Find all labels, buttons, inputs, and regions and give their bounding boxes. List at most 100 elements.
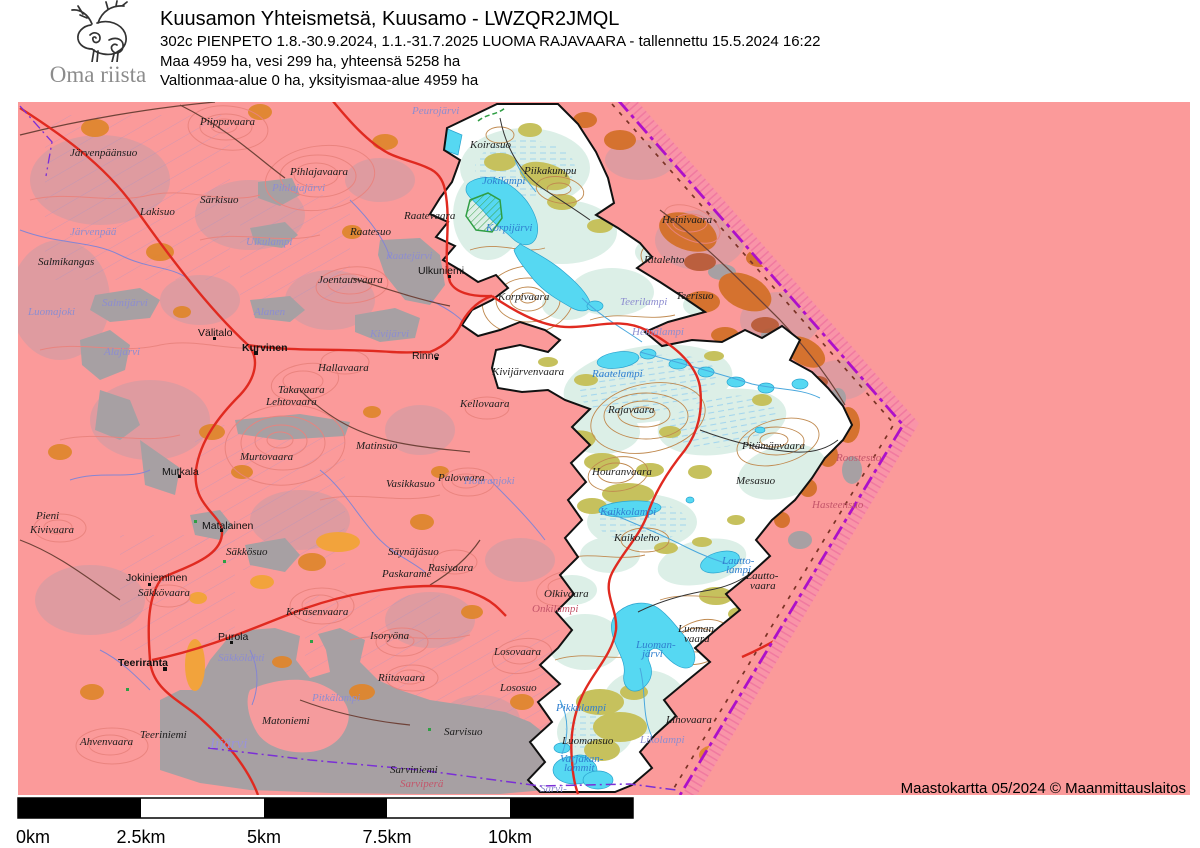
map-label: Olkivaara [544, 588, 589, 600]
map-label: Lehtovaara [265, 396, 317, 408]
map-label: Jokilampi [482, 175, 525, 187]
map-label: Houranvaara [591, 466, 652, 478]
map-attribution: Maastokartta 05/2024 © Maanmittauslaitos [901, 780, 1186, 797]
map-label: Rinne [412, 350, 440, 362]
map-label: Mutkala [162, 466, 199, 478]
map-label: Roostesuo [835, 452, 882, 464]
map-label: Luoman- [635, 639, 676, 651]
map-label: lampi [726, 564, 751, 576]
map-label: Salmijärvi [102, 297, 148, 309]
permit-subtitle: 302c PIENPETO 1.8.-30.9.2024, 1.1.-31.7.… [160, 33, 821, 50]
scale-bar: 0km 2.5km 5km 7.5km 10km [16, 797, 634, 847]
map-label: Likolampi [639, 734, 685, 746]
scale-tick-0: 0km [16, 827, 50, 847]
elk-logo-icon [71, 0, 128, 63]
map-label: Sarvi- [540, 783, 567, 795]
map-label: Jokinieminen [126, 572, 187, 584]
map-label: Pikkulampi [555, 702, 606, 714]
map-label: Koirasuo [469, 139, 511, 151]
map-label: Sarviniemi [390, 764, 438, 776]
map-label: Pieni [35, 510, 59, 522]
map-label: lammit [564, 762, 596, 774]
lake-iijarvi [160, 628, 560, 794]
nature-reserve-hatch [465, 192, 503, 233]
map-label: Kivijärvi [369, 328, 409, 340]
map-label: Joentausvaara [318, 274, 383, 286]
map-label: Houranjoki [463, 475, 515, 487]
map-label: Ritalehto [643, 254, 685, 266]
map-label: Rajavaara [607, 404, 655, 416]
map-label: Kurvinen [242, 342, 288, 354]
map-label: Piikakumpu [523, 165, 577, 177]
map-label: vaara [684, 633, 710, 645]
map-label: Lihovaara [665, 714, 712, 726]
map-labels: Piippuvaara Järvenpäänsuo Pihlajavaara Särk… [27, 105, 882, 795]
map-label: Alanen [253, 306, 286, 318]
map-label: Teeriranta [118, 657, 168, 669]
building-dots [148, 275, 451, 671]
map-label: Ulkulampi [246, 236, 292, 248]
map-body: Piippuvaara Järvenpäänsuo Pihlajavaara Särk… [18, 102, 1190, 795]
report-header: Oma riista Kuusamon Yhteismetsä, Kuusamo… [0, 0, 1200, 100]
matoniemi-peninsula [247, 679, 349, 753]
map-label: Pitämänvaara [741, 440, 805, 452]
map-label: Rasivaara [427, 562, 474, 574]
map-label: Losovaara [493, 646, 542, 658]
map-label: Salmikangas [38, 256, 94, 268]
oma-riista-logo: Oma riista [28, 0, 168, 96]
map-label: Säkkösuo [226, 546, 268, 558]
area-summary: Maa 4959 ha, vesi 299 ha, yhteensä 5258 … [160, 53, 461, 70]
map-label: Takavaara [278, 384, 325, 396]
map-label: Sarviperä [400, 778, 444, 790]
map-label: Kivivaara [29, 524, 74, 536]
logo-wordmark: Oma riista [49, 62, 147, 87]
map-label: Pihlajajärvi [271, 182, 325, 194]
main-roads [19, 102, 802, 795]
map-label: Luomansuo [561, 735, 614, 747]
map-label: Raatelampi [591, 368, 643, 380]
map-label: Palovaara [437, 472, 485, 484]
map-label: Kaikoleho [613, 532, 660, 544]
map-label: Korpivaara [497, 291, 550, 303]
map-label: Raatejärvi [385, 250, 432, 262]
map-label: Luoman- [677, 623, 718, 635]
map-label: Vasikkasuo [386, 478, 435, 490]
lake-luomajarvi [611, 602, 696, 692]
map-label: Korpijärvi [485, 222, 532, 234]
map-label: Säynäjäsuo [388, 546, 439, 558]
ownership-summary: Valtionmaa-alue 0 ha, yksityismaa-alue 4… [160, 72, 479, 89]
map-label: Kellovaara [459, 398, 510, 410]
map-label: Ulkuniemi [418, 265, 464, 277]
map-label: Matoniemi [261, 715, 310, 727]
map-label: Kaikkolampi [599, 506, 656, 518]
map-label: Järvenpäänsuo [70, 147, 138, 159]
map-label: Alajärvi [103, 346, 140, 358]
minor-roads [19, 102, 846, 726]
map-label: Teerilampi [620, 296, 667, 308]
map-label: Heinälampi [631, 326, 684, 338]
municipal-boundary [19, 105, 677, 791]
map-label: Keräsenvaara [285, 606, 349, 618]
map-label: Teeriniemi [140, 729, 187, 741]
map-label: järvi [640, 648, 663, 660]
map-label: Piippuvaara [199, 116, 255, 128]
map-label: Riitavaara [377, 672, 426, 684]
map-label: Iijärvi [209, 736, 248, 752]
map-label: Varjakan- [560, 753, 604, 765]
map-label: Teerisuo [676, 290, 714, 302]
map-label: Lososuo [499, 682, 537, 694]
map-label: Matalainen [202, 520, 254, 532]
map-label: Heinivaara [661, 214, 713, 226]
map-label: Luomajoki [27, 306, 75, 318]
map-label: Lautto- [745, 570, 779, 582]
scale-tick-1: 2.5km [116, 827, 165, 847]
field-patches [185, 532, 360, 691]
lakes-under-overlay [80, 178, 862, 794]
map-label: Purola [218, 631, 249, 643]
streams-outside [19, 199, 546, 706]
map-label: Hasteensuo [811, 499, 864, 511]
scale-tick-4: 10km [488, 827, 532, 847]
map-label: Matinsuo [355, 440, 398, 452]
scale-tick-3: 7.5km [362, 827, 411, 847]
map-label: Järvenpää [70, 226, 117, 238]
